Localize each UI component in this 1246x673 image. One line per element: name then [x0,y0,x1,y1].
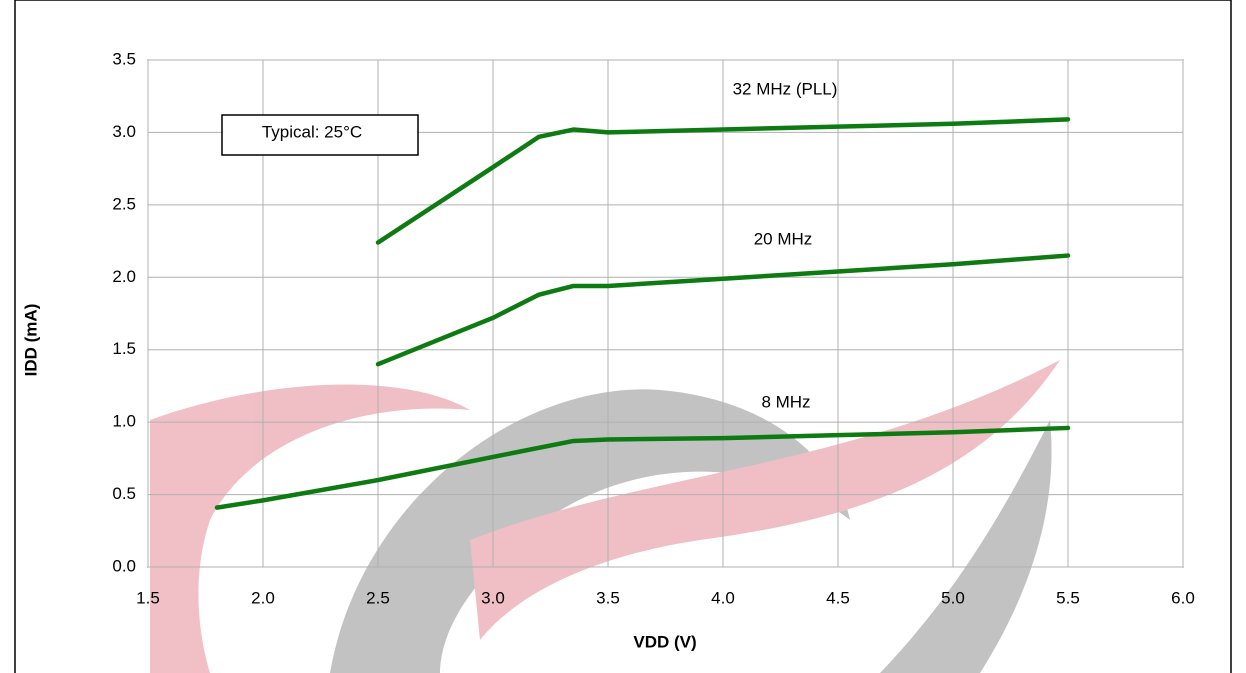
x-tick-label: 4.5 [826,588,850,607]
y-axis-label: IDD (mA) [21,304,40,377]
x-tick-label: 6.0 [1171,588,1195,607]
x-tick-label: 3.5 [596,588,620,607]
page-frame [14,0,1232,673]
x-tick-label: 4.0 [711,588,735,607]
series-annotation: 20 MHz [754,229,813,248]
annotation-box [221,114,419,156]
y-tick-label: 2.5 [112,194,136,213]
y-tick-label: 1.5 [112,339,136,358]
x-tick-label: 3.0 [481,588,505,607]
x-tick-label: 5.5 [1056,588,1080,607]
y-tick-label: 3.0 [112,122,136,141]
y-tick-label: 0.5 [112,484,136,503]
line-series [375,117,1071,245]
annotation: Typical: 25°C [262,122,362,141]
y-tick-label: 0.0 [112,556,136,575]
x-tick-label: 1.5 [136,588,160,607]
line-series [375,253,1071,367]
y-tick-label: 3.5 [112,49,136,68]
series-annotation: 8 MHz [761,392,810,411]
x-tick-label: 2.5 [366,588,390,607]
y-tick-label: 1.0 [112,412,136,431]
x-tick-label: 2.0 [251,588,275,607]
series-annotation: 32 MHz (PLL) [733,79,838,98]
x-axis-label: VDD (V) [633,632,696,651]
y-tick-label: 2.0 [112,267,136,286]
watermark [150,360,1060,673]
line-series [214,425,1071,510]
x-tick-label: 5.0 [941,588,965,607]
